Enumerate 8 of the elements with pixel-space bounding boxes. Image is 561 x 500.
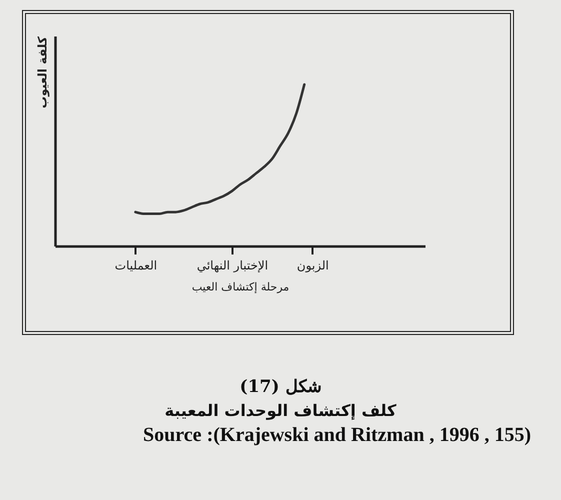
x-tick-label: العمليات: [114, 258, 158, 272]
y-axis-title: كلفة العيوب: [36, 36, 50, 108]
x-tick-label: الزبون: [296, 258, 329, 272]
x-tick-label: الإختبار النهائي: [196, 258, 268, 272]
text: كلف إكتشاف الوحدات المعيبة: [164, 401, 398, 420]
text: شكل (17): [238, 376, 322, 397]
x-axis-title: مرحلة إكتشاف العيب: [192, 280, 290, 294]
source-note: Source :(Krajewski and Ritzman , 1996 , 155): [142, 424, 532, 447]
